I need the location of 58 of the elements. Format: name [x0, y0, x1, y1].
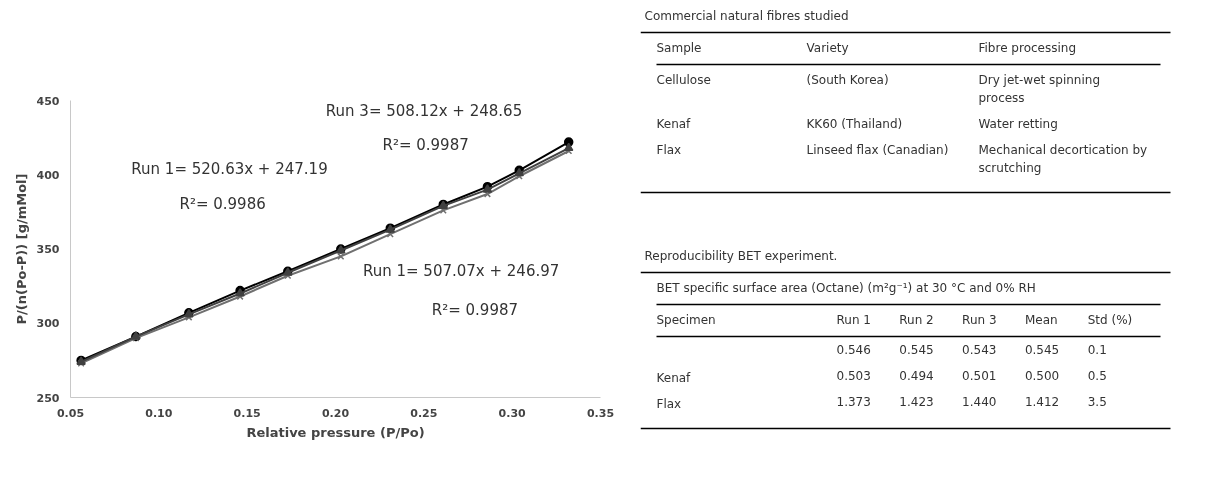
- text: 0.5: [1087, 368, 1107, 383]
- annotation: Run 3= 508.12x + 248.65: [325, 101, 523, 120]
- y-axis-title: P/(n(Po-P)) [g/mMol]: [13, 173, 29, 325]
- annotation: Run 1= 507.07x + 246.97: [362, 262, 560, 281]
- category-label: Run 3: [962, 312, 997, 327]
- text: Reproducibility BET experiment.: [644, 248, 838, 263]
- text: 0.500: [1024, 368, 1060, 383]
- x-tick-label: 0.15: [233, 406, 261, 420]
- text: Commercial natural fibres studied: [644, 8, 849, 23]
- text: 0.494: [899, 368, 934, 383]
- category-label: Std (%): [1087, 312, 1133, 327]
- category-label: Flax: [656, 142, 682, 157]
- category-label: Fibre processing: [978, 40, 1077, 55]
- text: Dry jet-wet spinning process: [978, 72, 1101, 105]
- x-tick-label: 0.25: [410, 406, 438, 420]
- text: Mechanical decortication by scrutching: [978, 142, 1148, 175]
- category-label: Kenaf: [656, 370, 691, 385]
- text: 1.412: [1024, 394, 1060, 409]
- text: 0.1: [1087, 342, 1107, 357]
- y-tick-label: 350: [36, 243, 60, 256]
- category-label: Cellulose: [656, 72, 711, 87]
- x-tick-label: 0.20: [321, 406, 350, 420]
- text: 0.545: [899, 342, 934, 357]
- text: Linseed flax (Canadian): [806, 142, 949, 157]
- x-tick-label: 0.35: [586, 406, 615, 420]
- text: 1.423: [899, 394, 934, 409]
- text: (South Korea): [806, 72, 889, 87]
- annotation: Run 1= 520.63x + 247.19: [131, 159, 328, 178]
- text: Water retting: [978, 116, 1058, 131]
- category-label: Run 1: [836, 312, 871, 327]
- category-label: Kenaf: [656, 116, 691, 131]
- text: 1.440: [962, 394, 997, 409]
- category-label: Run 2: [899, 312, 934, 327]
- y-tick-label: 450: [36, 94, 60, 108]
- text: 0.545: [1024, 342, 1060, 357]
- category-label: Mean: [1024, 312, 1058, 327]
- category-label: Variety: [806, 40, 849, 55]
- category-label: Flax: [656, 396, 682, 411]
- annotation: R²= 0.9986: [179, 195, 266, 214]
- x-axis-title: Relative pressure (P/Po): [246, 424, 425, 440]
- annotation: R²= 0.9987: [382, 136, 469, 155]
- text: Sample: [656, 40, 702, 55]
- y-tick-label: 400: [36, 168, 60, 182]
- text: Specimen: [656, 312, 716, 327]
- y-tick-label: 250: [36, 391, 60, 405]
- text: BET specific surface area (Octane) (m²g⁻¹) at 30 °C and 0% RH: [656, 280, 1036, 295]
- text: 1.373: [836, 394, 871, 409]
- text: 0.503: [836, 368, 871, 383]
- text: 0.543: [962, 342, 997, 357]
- x-tick-label: 0.05: [56, 406, 85, 420]
- x-tick-label: 0.10: [145, 406, 173, 420]
- annotation: R²= 0.9987: [431, 300, 519, 319]
- text: 0.546: [836, 342, 871, 357]
- text: KK60 (Thailand): [806, 116, 903, 131]
- text: 3.5: [1087, 394, 1107, 409]
- y-tick-label: 300: [36, 317, 60, 331]
- x-tick-label: 0.30: [498, 406, 527, 420]
- text: 0.501: [962, 368, 997, 383]
